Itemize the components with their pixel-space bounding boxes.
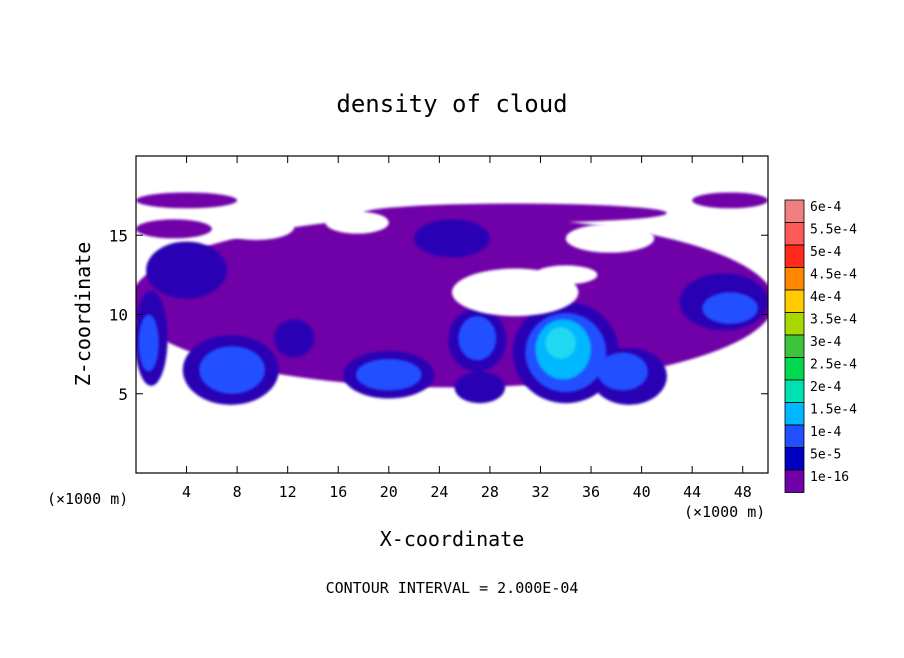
cloud-density-field xyxy=(136,192,768,405)
x-tick-label: 4 xyxy=(182,483,191,501)
y-tick-label: 5 xyxy=(118,385,128,404)
density-region-2-5 xyxy=(702,292,758,325)
density-level-2e-4 xyxy=(545,327,576,359)
colorbar-swatch xyxy=(784,357,805,381)
x-tick-label: 12 xyxy=(279,483,297,501)
cloud-free-gaps xyxy=(218,211,743,317)
colorbar-swatch xyxy=(784,424,805,448)
colorbar-swatch xyxy=(784,379,805,403)
colorbar-label: 4e-4 xyxy=(810,290,841,305)
colorbar-swatch xyxy=(784,222,805,246)
density-region-1-0 xyxy=(146,241,228,299)
colorbar-legend: 6e-4 5.5e-4 5e-4 4.5e-4 4e-4 3.5e-4 3e-4 2.5e-4… xyxy=(784,199,857,493)
x-tick-label: 32 xyxy=(531,483,549,501)
x-tick-label: 40 xyxy=(633,483,651,501)
colorbar-label: 3.5e-4 xyxy=(810,313,857,328)
colorbar-label: 5e-4 xyxy=(810,245,841,260)
colorbar-label: 5e-5 xyxy=(810,448,841,463)
x-unit-label-left: (×1000 m) xyxy=(47,490,128,508)
colorbar-label: 4.5e-4 xyxy=(810,268,857,283)
x-axis-ticks: 4 8 12 16 20 24 28 32 36 40 44 48 xyxy=(182,156,752,501)
density-region-0-1 xyxy=(136,192,238,209)
density-region-2-1 xyxy=(355,358,422,391)
y-axis-label: Z-coordinate xyxy=(71,242,95,387)
colorbar-swatch xyxy=(784,334,805,358)
x-tick-label: 44 xyxy=(683,483,701,501)
colorbar-label: 3e-4 xyxy=(810,335,841,350)
density-region-4-0 xyxy=(545,327,576,359)
density-region-0-2 xyxy=(692,192,768,209)
colorbar-label: 1e-16 xyxy=(810,470,849,485)
clear-region-4 xyxy=(666,213,743,233)
density-region-2-6 xyxy=(138,314,159,372)
density-region-2-0 xyxy=(199,346,265,394)
density-region-1-1 xyxy=(414,219,490,258)
colorbar-swatch xyxy=(784,267,805,291)
colorbar-swatch xyxy=(784,199,805,223)
colorbar-swatch xyxy=(784,447,805,471)
density-region-2-4 xyxy=(597,352,648,391)
clear-region-5 xyxy=(534,265,598,285)
x-tick-label: 28 xyxy=(481,483,499,501)
x-tick-label: 20 xyxy=(380,483,398,501)
colorbar-swatch xyxy=(784,289,805,313)
colorbar-label: 2.5e-4 xyxy=(810,358,857,373)
density-region-0-4 xyxy=(136,219,212,239)
colorbar-label: 1.5e-4 xyxy=(810,403,857,418)
x-tick-label: 48 xyxy=(734,483,752,501)
x-tick-label: 36 xyxy=(582,483,600,501)
clear-region-0 xyxy=(218,214,294,241)
x-unit-label-right: (×1000 m) xyxy=(684,503,765,521)
clear-region-2 xyxy=(565,224,655,253)
x-tick-label: 8 xyxy=(233,483,242,501)
chart-title: density of cloud xyxy=(336,90,567,118)
colorbar-label: 5.5e-4 xyxy=(810,223,857,238)
contour-interval-note: CONTOUR INTERVAL = 2.000E-04 xyxy=(326,579,579,597)
y-tick-label: 15 xyxy=(109,226,128,245)
colorbar-swatch xyxy=(784,312,805,336)
colorbar-swatch xyxy=(784,244,805,268)
density-region-1-10 xyxy=(273,319,315,358)
colorbar-swatch xyxy=(784,469,805,493)
colorbar-label: 6e-4 xyxy=(810,200,841,215)
colorbar-swatch xyxy=(784,402,805,426)
density-region-1-7 xyxy=(454,371,506,404)
density-region-0-3 xyxy=(363,203,667,223)
x-axis-label: X-coordinate xyxy=(380,527,525,551)
y-tick-label: 10 xyxy=(109,306,128,325)
colorbar-label: 1e-4 xyxy=(810,425,841,440)
clear-region-3 xyxy=(325,211,389,234)
y-axis-ticks: 5 10 15 xyxy=(109,226,768,404)
x-tick-label: 16 xyxy=(329,483,347,501)
x-tick-label: 24 xyxy=(430,483,448,501)
density-region-2-2 xyxy=(458,316,497,361)
colorbar-label: 2e-4 xyxy=(810,380,841,395)
